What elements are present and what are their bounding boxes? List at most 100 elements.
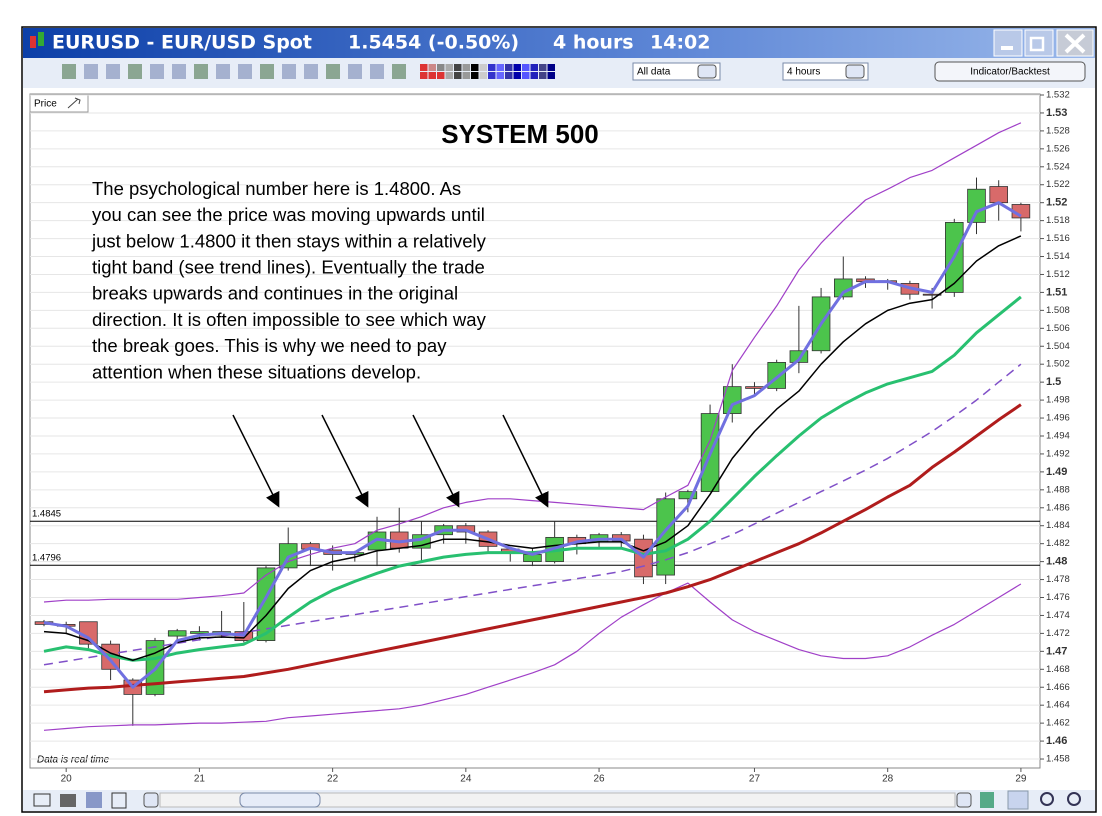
print-icon[interactable] [60,794,76,807]
annotation-line: The psychological number here is 1.4800.… [92,178,461,199]
y-tick-label: 1.518 [1046,215,1070,226]
palette-swatch [522,64,530,71]
candle-body [167,630,187,637]
x-tick-label: 24 [460,774,472,785]
y-tick-label: 1.532 [1046,90,1070,101]
indicator-line [43,122,1022,603]
palette-swatch [454,64,462,71]
interval-dropdown-text: 4 hours [787,67,820,78]
tool-icon [194,64,208,79]
app-icon [30,36,36,48]
tool-icon [348,64,362,79]
candle-body [967,188,986,223]
palette-swatch [530,72,538,79]
palette-swatch [445,72,453,79]
y-tick-label: 1.504 [1046,341,1070,352]
toolbar-icons [62,64,555,79]
tool-icon [392,64,406,79]
palette-swatch [445,64,453,71]
y-tick-label: 1.478 [1046,574,1070,585]
scroll-thumb[interactable] [239,792,321,808]
zoom-in-icon[interactable] [1067,792,1081,806]
y-tick-label: 1.496 [1046,413,1070,424]
arrow [412,414,460,508]
palette-swatch [505,64,513,71]
palette-swatch [428,64,436,71]
indicator-line [43,295,1022,662]
palette-swatch [496,72,504,79]
app-icon [38,32,44,46]
zoom-fit-icon[interactable] [1007,790,1029,810]
annotation-line: just below 1.4800 it then stays within a… [91,230,487,251]
scroll-right[interactable] [956,792,972,808]
horizontal-line-label: 1.4845 [32,509,61,520]
palette-swatch [547,72,555,79]
y-tick-label: 1.48 [1046,556,1067,568]
tool-icon [62,64,76,79]
x-tick-label: 22 [327,774,339,785]
candle-body [922,293,942,296]
candle-body [745,386,764,389]
arrow [232,414,280,508]
palette-swatch [471,64,479,71]
tool-icon [106,64,120,79]
annotation: The psychological number here is 1.4800.… [91,178,487,382]
y-tick-label: 1.502 [1046,359,1070,370]
y-tick-label: 1.51 [1046,286,1067,298]
y-tick-label: 1.49 [1046,466,1067,478]
dropdown-arrow[interactable] [845,64,865,79]
palette-swatch [479,72,487,79]
restore-button[interactable] [1024,29,1054,57]
palette-swatch [479,64,487,71]
palette-swatch [428,72,436,79]
y-tick-label: 1.524 [1046,161,1070,172]
scroll-left[interactable] [143,792,159,808]
palette-swatch [420,64,428,71]
sheet-icon[interactable] [111,792,127,809]
zoom-out-icon[interactable] [1040,792,1054,806]
y-tick-label: 1.458 [1046,754,1070,765]
panel-label: Price [34,99,57,110]
horizontal-line-label: 1.4796 [32,553,61,564]
annotation-line: attention when these situations develop. [92,361,421,382]
annotation-line: breaks upwards and continues in the orig… [92,283,458,304]
palette-swatch [530,64,538,71]
tool-icon[interactable] [980,792,994,808]
palette-swatch [513,72,521,79]
tool-icon[interactable] [86,792,102,808]
candle-body [656,498,675,576]
mail-icon[interactable] [33,793,51,807]
y-tick-label: 1.522 [1046,179,1070,190]
y-tick-label: 1.512 [1046,269,1070,280]
dropdown-arrow[interactable] [697,64,717,79]
palette-swatch [454,72,462,79]
y-tick-label: 1.492 [1046,448,1070,459]
indicator-button[interactable] [934,61,1086,82]
candle-body [989,186,1008,204]
y-tick-label: 1.472 [1046,628,1070,639]
y-tick-label: 1.47 [1046,645,1067,657]
minimize-button[interactable] [993,29,1023,57]
scroll-track[interactable] [159,792,956,808]
y-tick-label: 1.476 [1046,592,1070,603]
indicator-line [43,403,1022,694]
palette-swatch [437,72,445,79]
candle-body [789,350,809,363]
y-tick-label: 1.514 [1046,251,1070,262]
palette-swatch [539,64,547,71]
palette-swatch [513,64,521,71]
tool-icon [370,64,384,79]
range-dropdown-text: All data [637,67,671,78]
y-tick-label: 1.498 [1046,395,1070,406]
indicator-line [43,582,1022,731]
tool-icon [304,64,318,79]
tool-icon [260,64,274,79]
palette-swatch [437,64,445,71]
y-tick-label: 1.488 [1046,484,1070,495]
y-tick-label: 1.506 [1046,323,1070,334]
palette-swatch [522,72,530,79]
close-glyph [1064,33,1086,54]
y-tick-label: 1.474 [1046,610,1070,621]
